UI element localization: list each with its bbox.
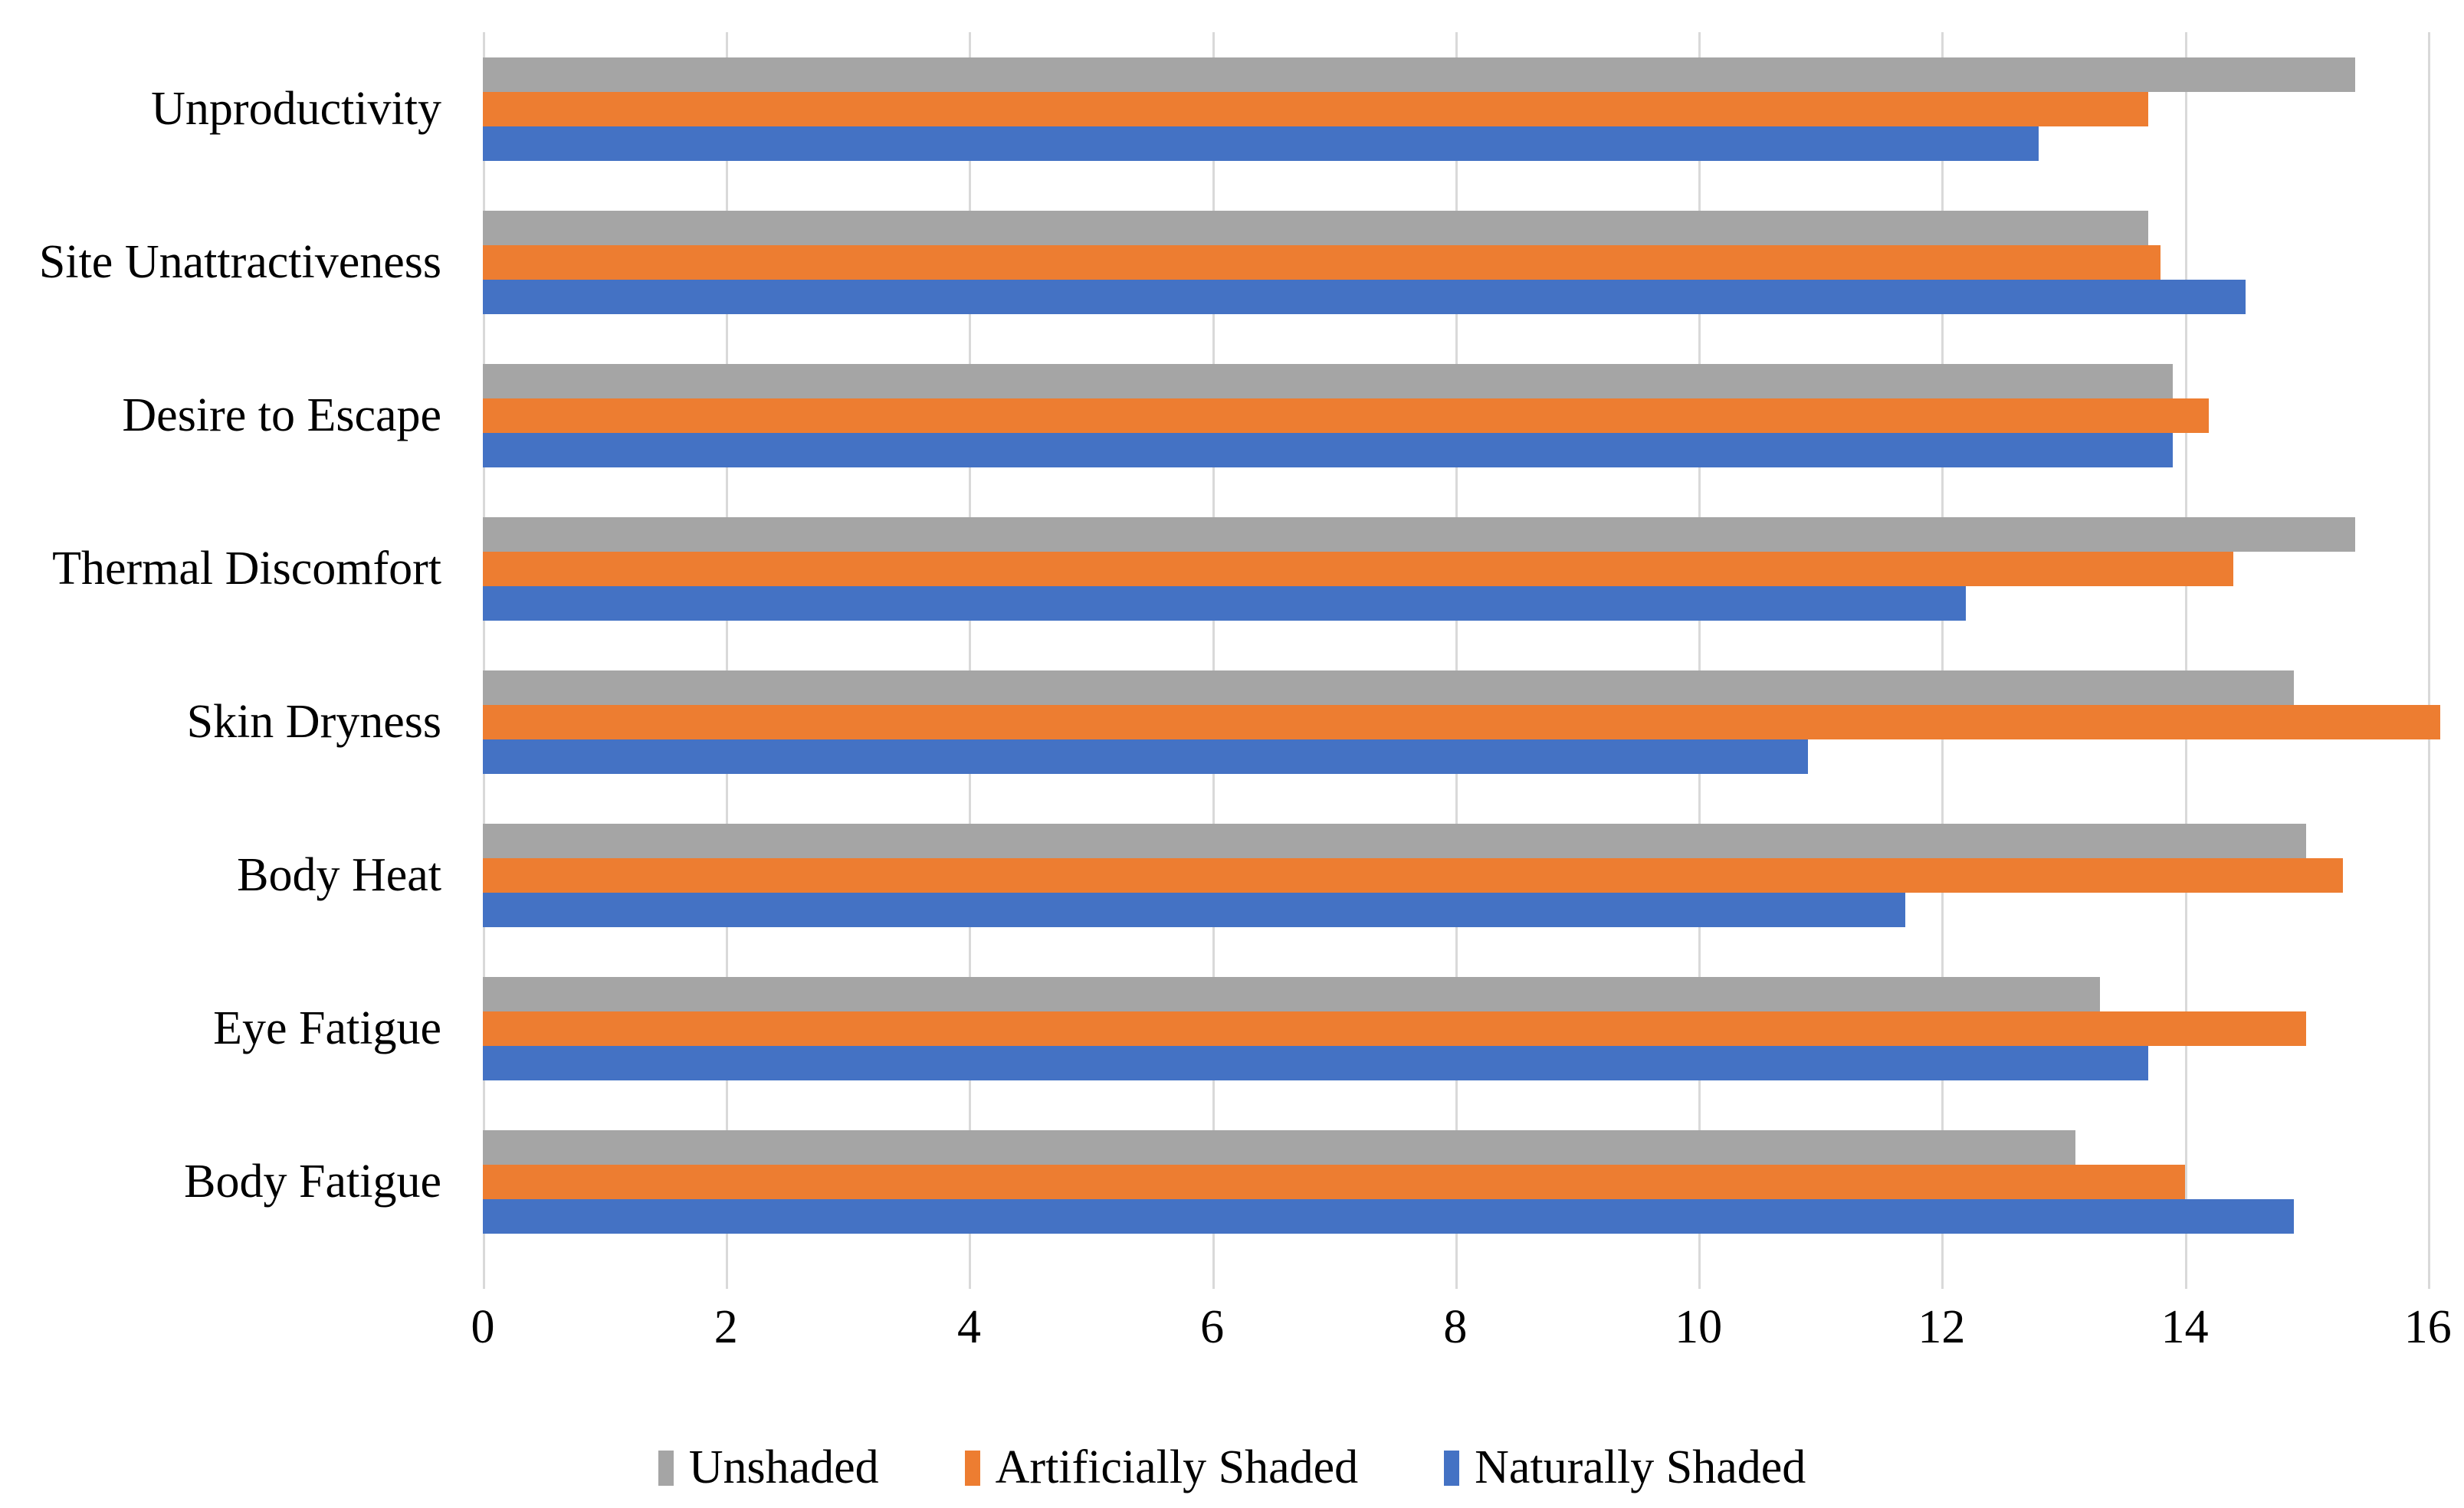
- bar-naturally-shaded: [483, 1198, 2295, 1234]
- category-label: Unproductivity: [151, 82, 441, 135]
- legend-swatch-icon: [1444, 1450, 1460, 1486]
- bar-unshaded: [483, 1129, 2075, 1165]
- legend-label: Unshaded: [688, 1441, 879, 1493]
- axis-tick-label: 14: [2161, 1301, 2209, 1353]
- legend-item: Unshaded: [658, 1441, 879, 1495]
- x-axis-labels: 0 2 4 6 8 10 12 14 16: [471, 1297, 2452, 1358]
- bar-unshaded: [483, 976, 2100, 1011]
- axis-tick: [969, 1258, 972, 1289]
- bar-unshaded: [483, 823, 2307, 858]
- gridline: [1698, 32, 1701, 1258]
- bar-group: [483, 32, 2445, 185]
- category-label: Thermal Discomfort: [52, 542, 441, 595]
- bar-artificially-shaded: [483, 1164, 2185, 1199]
- bar-naturally-shaded: [483, 432, 2173, 467]
- gridline: [483, 32, 485, 1258]
- bar-unshaded: [483, 516, 2355, 552]
- bar-naturally-shaded: [483, 1045, 2148, 1080]
- gridline: [726, 32, 729, 1258]
- axis-tick: [1212, 1258, 1215, 1289]
- bar-artificially-shaded: [483, 91, 2148, 126]
- bar-group: [483, 185, 2445, 339]
- bar-naturally-shaded: [483, 126, 2039, 161]
- bar-group: [483, 339, 2445, 492]
- bar-group: [483, 1105, 2445, 1258]
- bar-rows: [483, 32, 2445, 1258]
- axis-tick-label: 0: [471, 1301, 495, 1353]
- category-label: Skin Dryness: [186, 695, 441, 748]
- gridline: [969, 32, 972, 1258]
- gridline: [1212, 32, 1215, 1258]
- bar-unshaded: [483, 210, 2148, 245]
- bar-naturally-shaded: [483, 892, 1905, 927]
- bar-group: [483, 492, 2445, 645]
- axis-tick: [2427, 1258, 2430, 1289]
- axis-tick: [1455, 1258, 1458, 1289]
- bar-artificially-shaded: [483, 857, 2343, 893]
- category-label: Eye Fatigue: [213, 1002, 441, 1054]
- axis-tick-label: 8: [1443, 1301, 1468, 1353]
- category-label: Body Heat: [237, 848, 441, 901]
- gridline: [1455, 32, 1458, 1258]
- bar-naturally-shaded: [483, 739, 1808, 774]
- legend-item: Artificially Shaded: [964, 1441, 1359, 1495]
- legend-swatch-icon: [964, 1450, 980, 1486]
- category-axis: Unproductivity Site Unattractiveness Desir…: [0, 32, 461, 1258]
- axis-tick: [726, 1258, 729, 1289]
- axis-tick-label: 12: [1918, 1301, 1966, 1353]
- bar-naturally-shaded: [483, 585, 1967, 621]
- category-label: Body Fatigue: [184, 1155, 441, 1208]
- category-label: Site Unattractiveness: [38, 235, 441, 288]
- axis-tick-label: 16: [2403, 1301, 2452, 1353]
- bar-group: [483, 798, 2445, 952]
- gridline: [2184, 32, 2187, 1258]
- bar-artificially-shaded: [483, 704, 2440, 739]
- axis-tick: [1941, 1258, 1944, 1289]
- axis-tick-label: 10: [1675, 1301, 1723, 1353]
- bar-artificially-shaded: [483, 551, 2233, 586]
- legend-item: Naturally Shaded: [1444, 1441, 1806, 1495]
- bar-unshaded: [483, 363, 2173, 398]
- bar-artificially-shaded: [483, 244, 2161, 280]
- bar-naturally-shaded: [483, 279, 2246, 314]
- bar-artificially-shaded: [483, 398, 2210, 433]
- plot-area: [483, 32, 2445, 1258]
- legend-swatch-icon: [658, 1450, 674, 1486]
- legend-label: Naturally Shaded: [1475, 1441, 1806, 1493]
- axis-tick-label: 6: [1200, 1301, 1225, 1353]
- axis-tick-label: 2: [714, 1301, 738, 1353]
- gridline: [2427, 32, 2430, 1258]
- gridline: [1941, 32, 1944, 1258]
- bar-artificially-shaded: [483, 1011, 2307, 1046]
- legend-label: Artificially Shaded: [995, 1441, 1359, 1493]
- axis-tick: [483, 1258, 485, 1289]
- bar-group: [483, 645, 2445, 798]
- axis-tick: [1698, 1258, 1701, 1289]
- legend: Unshaded Artificially Shaded Naturally Sha…: [0, 1441, 2464, 1495]
- axis-tick: [2184, 1258, 2187, 1289]
- x-axis-ticks: [483, 1258, 2445, 1289]
- bar-unshaded: [483, 670, 2295, 705]
- category-label: Desire to Escape: [122, 388, 441, 441]
- bar-group: [483, 952, 2445, 1105]
- bar-unshaded: [483, 57, 2355, 92]
- axis-tick-label: 4: [956, 1301, 981, 1353]
